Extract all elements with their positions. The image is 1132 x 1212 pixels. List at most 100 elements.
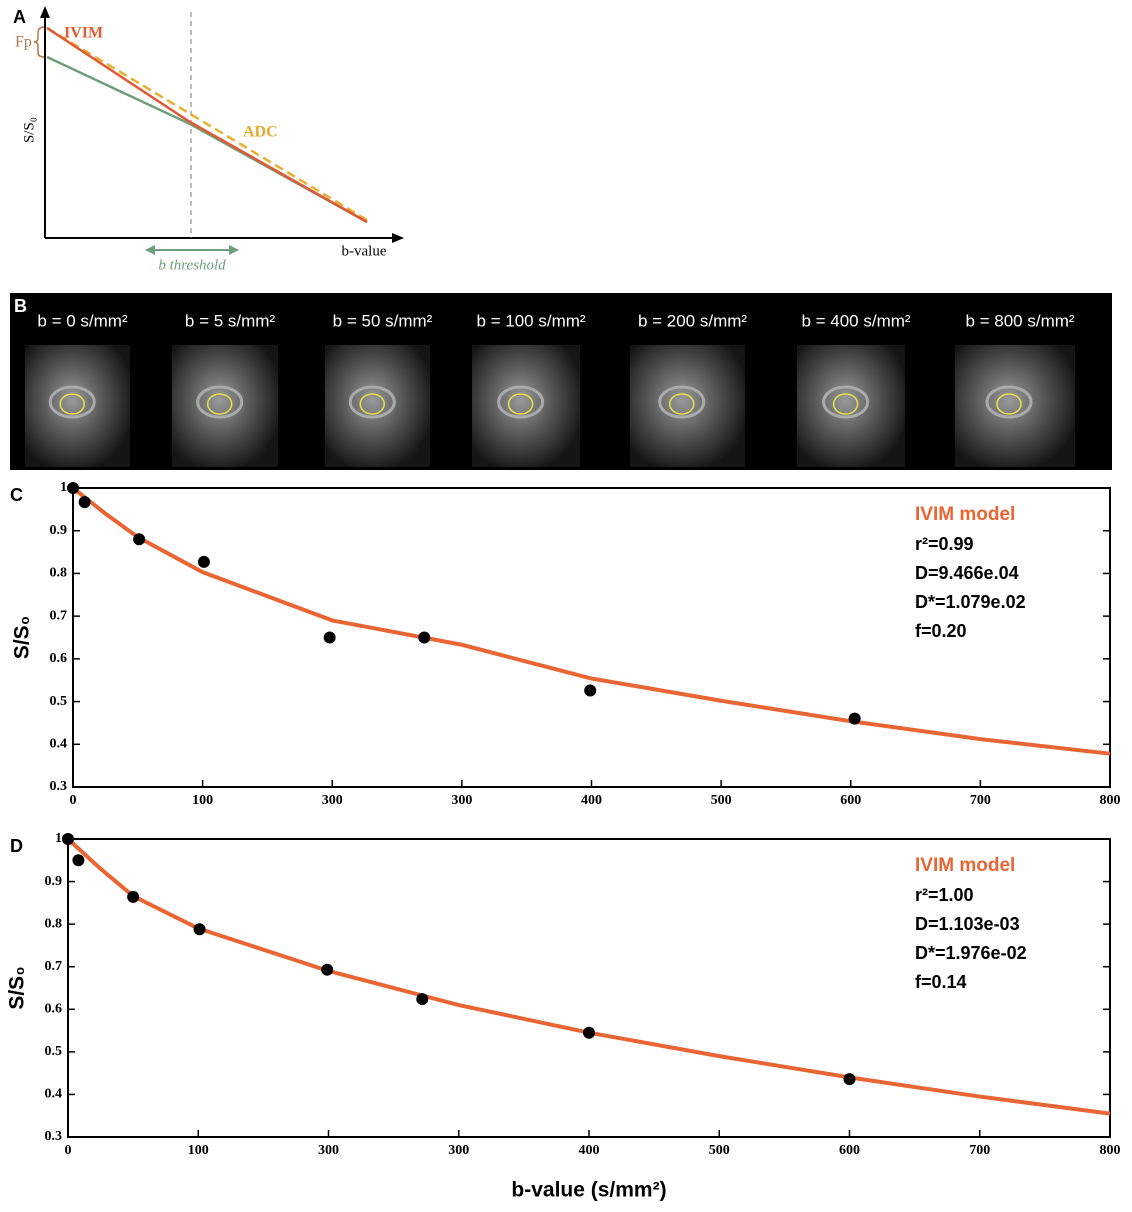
x-tick-label: 700 xyxy=(970,793,991,808)
image-label: b = 0 s/mm² xyxy=(37,311,128,330)
fp-label: Fp xyxy=(15,34,32,51)
panel-label: D xyxy=(10,836,23,856)
x-tick-label: 600 xyxy=(840,793,861,808)
y-tick-label: 0.3 xyxy=(45,1129,63,1144)
arrow xyxy=(40,6,50,18)
x-tick-label: 500 xyxy=(709,1143,730,1158)
y-tick-label: 0.6 xyxy=(50,651,68,666)
y-tick-label: 0.6 xyxy=(45,1002,63,1017)
fp-bracket xyxy=(33,26,45,58)
y-tick-label: 1 xyxy=(55,831,62,846)
tissue-ring xyxy=(497,385,545,419)
annotation: D*=1.079e.02 xyxy=(915,592,1026,612)
panel-label: B xyxy=(14,296,27,316)
y-axis-label: S/S₀ xyxy=(6,966,29,1009)
x-tick-label: 400 xyxy=(581,793,602,808)
y-tick-label: 0.5 xyxy=(45,1044,63,1059)
roi-contour xyxy=(996,393,1022,415)
x-tick-label: 300 xyxy=(318,1143,339,1158)
mri-image xyxy=(25,345,130,467)
x-tick-label: 800 xyxy=(1100,793,1121,808)
y-tick-label: 0.7 xyxy=(50,608,68,623)
image-label: b = 5 s/mm² xyxy=(185,311,276,330)
mri-image xyxy=(797,345,905,467)
y-tick-label: 0.7 xyxy=(45,959,63,974)
ivim-line xyxy=(46,26,368,224)
adc-line xyxy=(46,26,368,222)
data-point xyxy=(133,533,146,546)
x-tick-label: 400 xyxy=(579,1143,600,1158)
y-tick-label: 0.4 xyxy=(50,737,68,752)
roi-contour xyxy=(206,393,233,415)
tissue-ring xyxy=(985,385,1033,419)
x-tick-label: 300 xyxy=(448,1143,469,1158)
roi-contour xyxy=(507,393,534,415)
y-tick-label: 1 xyxy=(60,480,67,495)
image-label: b = 50 s/mm² xyxy=(333,311,433,330)
data-point xyxy=(418,631,431,644)
y-tick-label: 0.8 xyxy=(45,916,63,931)
image-label: b = 100 s/mm² xyxy=(476,311,585,330)
y-tick-label: 0.3 xyxy=(50,779,68,794)
panel-a: A Fp IVIM ADC S/S₀ b-value b threshold xyxy=(13,6,404,273)
data-point xyxy=(67,482,79,494)
x-tick-label: 100 xyxy=(188,1143,209,1158)
annotation: r²=0.99 xyxy=(915,534,974,554)
legend-label: IVIM model xyxy=(915,855,1015,876)
x-axis-label: b-value (s/mm²) xyxy=(511,1179,666,1202)
tissue-ring xyxy=(822,385,870,419)
data-point xyxy=(72,854,85,867)
mri-image xyxy=(955,345,1075,467)
y-tick-label: 0.9 xyxy=(45,874,63,889)
y-tick-label: 0.9 xyxy=(50,523,68,538)
x-tick-label: 700 xyxy=(969,1143,990,1158)
y-axis-label: S/S₀ xyxy=(11,616,34,659)
mri-image xyxy=(630,345,745,467)
x-axis-label: b-value xyxy=(342,243,387,259)
fit-curve xyxy=(66,837,1111,1116)
mri-image xyxy=(172,345,278,467)
mri-image xyxy=(325,345,430,467)
data-point xyxy=(848,712,861,725)
panel-label: A xyxy=(13,7,26,27)
data-point xyxy=(193,923,206,936)
data-point xyxy=(197,555,210,568)
x-tick-label: 0 xyxy=(70,793,77,808)
data-point xyxy=(321,963,334,976)
data-point xyxy=(62,833,74,845)
tissue-ring xyxy=(48,385,96,419)
y-axis-label: S/S₀ xyxy=(21,117,37,143)
x-tick-label: 0 xyxy=(65,1143,72,1158)
annotation: f=0.20 xyxy=(915,621,967,641)
tissue-line xyxy=(46,55,368,224)
data-point xyxy=(78,496,91,509)
tissue-ring xyxy=(658,385,706,419)
roi-contour xyxy=(59,393,85,415)
fit-curve xyxy=(71,486,1111,756)
threshold-label: b threshold xyxy=(158,257,226,273)
data-point xyxy=(583,1026,595,1039)
data-point xyxy=(843,1073,856,1086)
arrow xyxy=(229,245,239,255)
annotation: D=1.103e-03 xyxy=(915,914,1020,934)
data-point xyxy=(127,890,140,903)
mri-image xyxy=(472,345,580,467)
y-tick-label: 0.4 xyxy=(45,1087,63,1102)
ivim-label: IVIM xyxy=(64,25,103,42)
arrow xyxy=(145,245,155,255)
panel-label: C xyxy=(10,485,23,505)
arrow xyxy=(392,233,404,243)
data-point xyxy=(416,993,429,1006)
annotation: f=0.14 xyxy=(915,972,967,992)
adc-label: ADC xyxy=(243,124,278,141)
x-tick-label: 100 xyxy=(192,793,213,808)
tissue-ring xyxy=(196,385,244,419)
roi-contour xyxy=(669,393,695,415)
annotation: D=9.466e.04 xyxy=(915,563,1019,583)
x-tick-label: 300 xyxy=(322,793,343,808)
annotation: D*=1.976e-02 xyxy=(915,943,1027,963)
x-tick-label: 600 xyxy=(839,1143,860,1158)
panel-b: B b = 0 s/mm² b = 5 s/mm² b = 50 s/mm² b = … xyxy=(10,293,1112,470)
